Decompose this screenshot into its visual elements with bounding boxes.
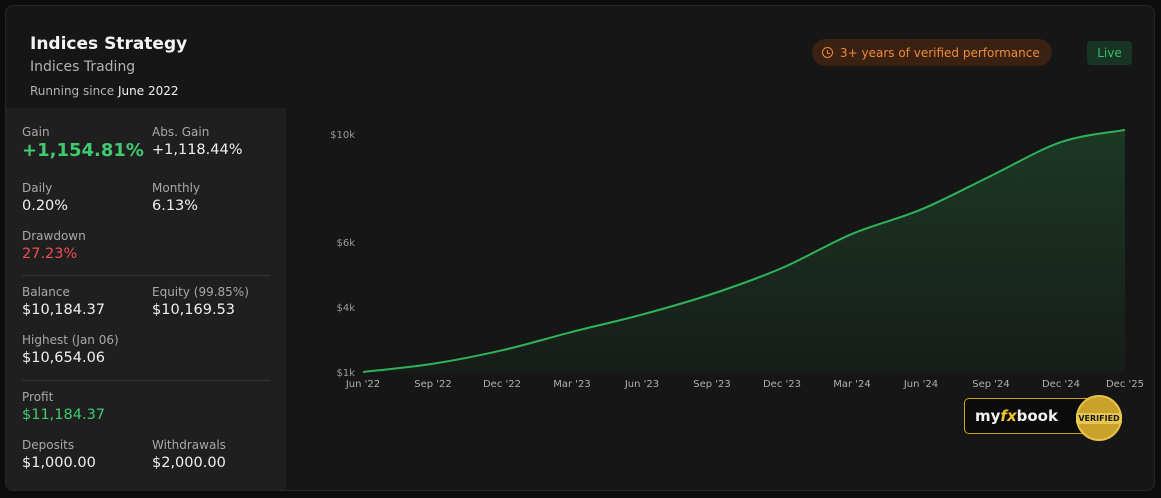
x-tick-label: Jun '23 — [624, 379, 659, 390]
myfxbook-logo: my fx book — [964, 398, 1092, 434]
daily-label: Daily — [22, 181, 53, 195]
gain-value: +1,154.81% — [22, 140, 144, 161]
drawdown-label: Drawdown — [22, 229, 86, 243]
deposits-stat: Deposits $1,000.00 — [22, 438, 96, 472]
myfxbook-verified-badge[interactable]: my fx book VERIFIED — [964, 395, 1124, 441]
y-tick-label: $4k — [336, 303, 355, 314]
equity-line — [362, 128, 1126, 373]
highest-label: Highest (Jan 06) — [22, 333, 119, 347]
stats-divider — [22, 275, 270, 276]
running-date: June 2022 — [118, 84, 179, 98]
profit-value: $11,184.37 — [22, 407, 106, 423]
stats-divider — [22, 380, 270, 381]
brand-book: book — [1016, 407, 1058, 425]
deposits-label: Deposits — [22, 438, 75, 452]
withdrawals-stat: Withdrawals $2,000.00 — [152, 438, 226, 472]
x-tick-label: Jun '22 — [345, 379, 380, 390]
withdrawals-label: Withdrawals — [152, 438, 226, 452]
equity-area — [363, 129, 1125, 372]
profit-label: Profit — [22, 390, 54, 404]
monthly-stat: Monthly 6.13% — [152, 181, 200, 215]
daily-value: 0.20% — [22, 198, 69, 214]
withdrawals-value: $2,000.00 — [152, 455, 226, 471]
running-since: Running since June 2022 — [30, 84, 179, 98]
x-tick-label: Dec '23 — [763, 379, 801, 390]
y-tick-label: $1k — [336, 368, 355, 379]
equity-stat: Equity (99.85%) $10,169.53 — [152, 285, 249, 319]
x-tick-label: Sep '22 — [414, 379, 452, 390]
balance-value: $10,184.37 — [22, 302, 106, 318]
abs-gain-value: +1,118.44% — [152, 142, 243, 158]
x-tick-label: Dec '25 — [1106, 379, 1144, 390]
profit-stat: Profit $11,184.37 — [22, 390, 105, 424]
monthly-value: 6.13% — [152, 198, 199, 214]
strategy-title: Indices Strategy — [30, 34, 188, 54]
deposits-value: $1,000.00 — [22, 455, 96, 471]
balance-label: Balance — [22, 285, 70, 299]
equity-chart: $1k $4k $6k $10k Jun '22 Sep '22 Dec '22 Mar '… — [330, 128, 1144, 390]
clock-icon — [822, 47, 833, 58]
live-badge: Live — [1087, 41, 1132, 65]
verified-badge-text: 3+ years of verified performance — [840, 45, 1040, 60]
x-tick-label: Dec '24 — [1042, 379, 1080, 390]
drawdown-value: 27.23% — [22, 246, 78, 262]
daily-stat: Daily 0.20% — [22, 181, 68, 215]
x-tick-label: Mar '24 — [833, 379, 871, 390]
x-tick-label: Sep '23 — [693, 379, 731, 390]
verified-performance-badge: 3+ years of verified performance — [812, 39, 1052, 66]
drawdown-stat: Drawdown 27.23% — [22, 229, 86, 263]
brand-my: my — [975, 407, 1001, 425]
strategy-card: Indices Strategy Indices Trading Running… — [5, 5, 1155, 491]
y-tick-label: $10k — [330, 130, 355, 141]
equity-label: Equity (99.85%) — [152, 285, 249, 299]
balance-stat: Balance $10,184.37 — [22, 285, 105, 319]
gain-stat: Gain +1,154.81% — [22, 125, 144, 161]
strategy-subtitle: Indices Trading — [30, 59, 136, 75]
abs-gain-label: Abs. Gain — [152, 125, 210, 139]
x-axis: Jun '22 Sep '22 Dec '22 Mar '23 Jun '23 Sep '… — [345, 379, 1144, 390]
gain-label: Gain — [22, 125, 50, 139]
highest-value: $10,654.06 — [22, 350, 106, 366]
monthly-label: Monthly — [152, 181, 201, 195]
stats-panel: Gain +1,154.81% Abs. Gain +1,118.44% Dai… — [6, 108, 286, 490]
x-tick-label: Sep '24 — [972, 379, 1010, 390]
verified-seal-icon: VERIFIED — [1076, 395, 1122, 441]
highest-stat: Highest (Jan 06) $10,654.06 — [22, 333, 119, 367]
y-axis: $1k $4k $6k $10k — [330, 130, 355, 379]
seal-text: VERIFIED — [1076, 412, 1122, 424]
x-tick-label: Mar '23 — [553, 379, 591, 390]
equity-value: $10,169.53 — [152, 302, 236, 318]
running-prefix: Running since — [30, 84, 115, 98]
x-tick-label: Jun '24 — [903, 379, 938, 390]
y-tick-label: $6k — [336, 238, 355, 249]
x-tick-label: Dec '22 — [483, 379, 521, 390]
abs-gain-stat: Abs. Gain +1,118.44% — [152, 125, 243, 159]
brand-fx: fx — [1000, 407, 1017, 425]
